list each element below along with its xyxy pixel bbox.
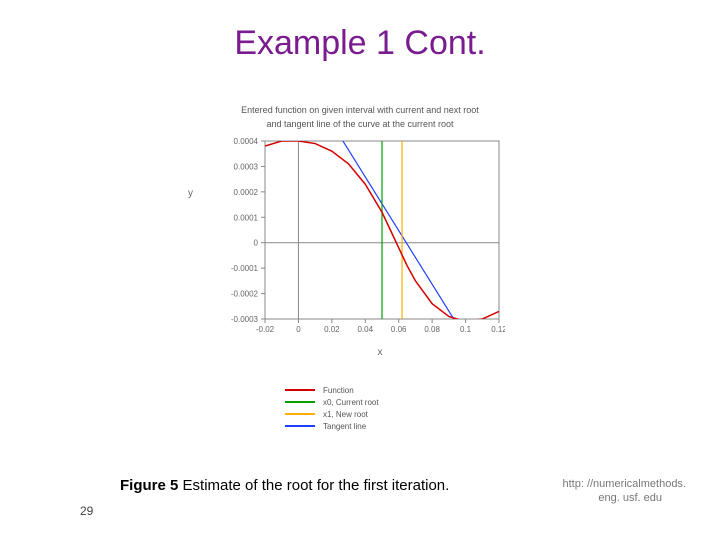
legend-swatch	[285, 389, 315, 391]
figure-caption-bold: Figure 5	[120, 477, 178, 494]
slide: Example 1 Cont. y Entered function on gi…	[0, 0, 720, 540]
chart-title-line1: Entered function on given interval with …	[215, 104, 505, 118]
svg-text:0.06: 0.06	[391, 325, 407, 334]
svg-text:0.0003: 0.0003	[234, 162, 259, 171]
legend-row: x0, Current root	[285, 396, 505, 408]
footer-url-line1: http: //numericalmethods.	[562, 478, 686, 490]
legend-label: x1, New root	[323, 410, 368, 419]
svg-text:0.08: 0.08	[424, 325, 440, 334]
legend-swatch	[285, 401, 315, 403]
legend-row: Function	[285, 384, 505, 396]
svg-text:0: 0	[254, 239, 259, 248]
svg-text:0.0004: 0.0004	[234, 137, 259, 146]
svg-text:0: 0	[296, 325, 301, 334]
y-axis-label: y	[188, 188, 193, 199]
legend-row: Tangent line	[285, 420, 505, 432]
page-number: 29	[80, 504, 93, 518]
plot-svg: -0.02 0 0.02 0.04 0.06 0.08 0.1 0.12 -0.0003 -0.0…	[215, 137, 505, 347]
legend-row: x1, New root	[285, 408, 505, 420]
plot-area: -0.02 0 0.02 0.04 0.06 0.08 0.1 0.12 -0.0003 -0.0…	[215, 137, 505, 347]
legend-swatch	[285, 425, 315, 427]
figure-caption: Figure 5 Estimate of the root for the fi…	[120, 477, 449, 494]
svg-text:0.12: 0.12	[491, 325, 505, 334]
svg-text:-0.0002: -0.0002	[231, 290, 259, 299]
svg-text:-0.0003: -0.0003	[231, 315, 259, 324]
svg-text:0.0002: 0.0002	[234, 188, 259, 197]
svg-text:0.02: 0.02	[324, 325, 340, 334]
legend-label: x0, Current root	[323, 398, 379, 407]
svg-text:-0.02: -0.02	[256, 325, 275, 334]
slide-title: Example 1 Cont.	[0, 24, 720, 63]
legend-label: Function	[323, 386, 354, 395]
legend-swatch	[285, 413, 315, 415]
svg-text:0.1: 0.1	[460, 325, 472, 334]
figure-caption-rest: Estimate of the root for the first itera…	[178, 477, 449, 494]
footer-url-line2: eng. usf. edu	[598, 492, 662, 504]
chart-container: Entered function on given interval with …	[215, 104, 505, 432]
chart-title: Entered function on given interval with …	[215, 104, 505, 131]
legend: Function x0, Current root x1, New root Tang…	[285, 384, 505, 432]
legend-label: Tangent line	[323, 422, 366, 431]
svg-text:0.0001: 0.0001	[234, 213, 259, 222]
svg-text:0.04: 0.04	[357, 325, 373, 334]
svg-text:-0.0001: -0.0001	[231, 264, 259, 273]
chart-title-line2: and tangent line of the curve at the cur…	[215, 118, 505, 132]
x-axis-label: x	[255, 347, 505, 358]
